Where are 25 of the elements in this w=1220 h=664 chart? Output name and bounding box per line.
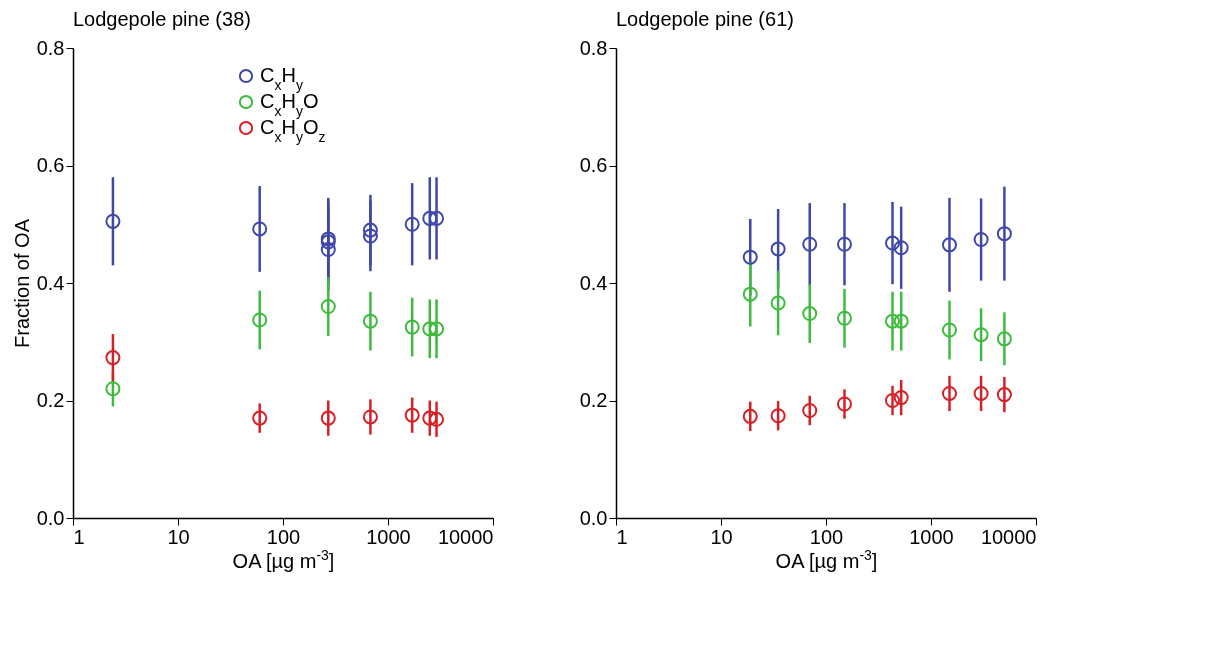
x-tick-label: 10	[710, 525, 733, 548]
y-tick-label: 0.2	[579, 389, 608, 411]
x-tick-label: 1	[73, 525, 85, 548]
y-tick-label: 0.8	[579, 36, 608, 59]
x-axis-title: OA [µg m$^{-3}$]	[232, 546, 335, 572]
x-tick-label: 100	[266, 525, 301, 548]
y-tick-label: 0.0	[579, 506, 608, 529]
x-tick-label: 1	[616, 525, 628, 548]
chart-title: Lodgepole pine (38)	[73, 8, 251, 30]
x-tick-label: 10000	[437, 525, 494, 548]
y-axis-title: Fraction of OA	[10, 218, 33, 348]
x-tick-label: 100	[809, 525, 844, 548]
chart-title: Lodgepole pine (61)	[616, 8, 794, 30]
x-axis-title: OA [µg m$^{-3}$]	[775, 546, 878, 572]
y-tick-label: 0.4	[579, 271, 608, 294]
x-tick-label: 10000	[980, 525, 1037, 548]
x-tick-label: 1000	[909, 525, 954, 548]
y-tick-label: 0.2	[36, 389, 65, 411]
y-tick-label: 0.6	[36, 154, 65, 176]
y-tick-label: 0.8	[36, 36, 65, 59]
y-tick-label: 0.0	[36, 506, 65, 529]
y-tick-label: 0.6	[579, 154, 608, 176]
y-tick-label: 0.4	[36, 271, 65, 294]
x-tick-label: 10	[167, 525, 190, 548]
x-tick-label: 1000	[366, 525, 411, 548]
